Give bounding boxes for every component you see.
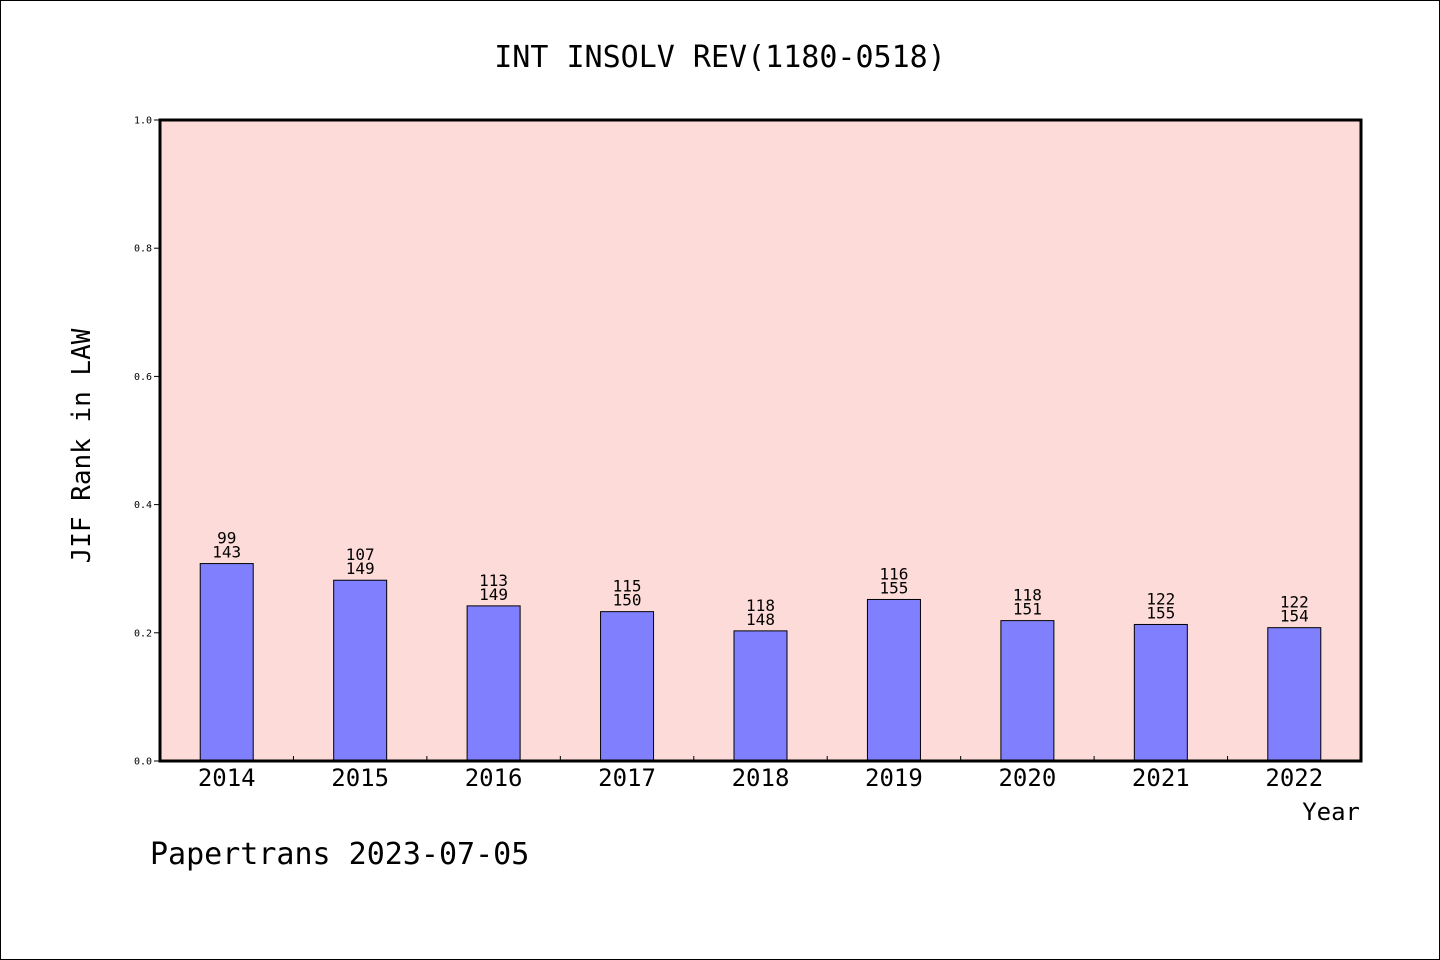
bar-label-rank: 116: [879, 564, 908, 583]
bar-label-total: 154: [1280, 607, 1309, 626]
bar-label-rank: 99: [217, 529, 236, 548]
plot-border: [158, 118, 1363, 763]
bar-label-rank: 118: [746, 596, 775, 615]
bar-label-rank: 115: [613, 577, 642, 596]
x-tick-label: 2022: [1265, 764, 1323, 792]
y-tick-label: 1.0: [134, 116, 152, 127]
x-tick-label: 2016: [465, 764, 523, 792]
bar: [199, 563, 254, 762]
bar-label-rank: 107: [346, 545, 375, 564]
footer-credit: Papertrans 2023-07-05: [150, 837, 529, 872]
x-tick-label: 2017: [598, 764, 656, 792]
bar-label-total: 155: [1146, 603, 1175, 622]
y-axis-label: JIF Rank in LAW: [67, 328, 97, 563]
x-tick-label: 2021: [1132, 764, 1190, 792]
bar-label-rank: 118: [1013, 586, 1042, 605]
bar-label-total: 150: [613, 591, 642, 610]
y-tick-label: 0.0: [134, 757, 152, 768]
bar-label-total: 143: [212, 543, 241, 562]
bar: [333, 579, 388, 762]
y-tick-label: 0.6: [134, 372, 152, 383]
bar: [600, 611, 655, 762]
x-tick-label: 2019: [865, 764, 923, 792]
bar-label-total: 148: [746, 610, 775, 629]
x-tick-label: 2020: [998, 764, 1056, 792]
bar: [866, 598, 921, 762]
y-tick-label: 0.8: [134, 244, 152, 255]
y-tick-label: 0.4: [134, 500, 152, 511]
bar-label-rank: 122: [1146, 589, 1175, 608]
x-tick-label: 2018: [732, 764, 790, 792]
bar: [1133, 623, 1188, 762]
x-tick-label: 2015: [331, 764, 389, 792]
bar-label-total: 149: [479, 585, 508, 604]
bar: [733, 630, 788, 762]
x-axis-label: Year: [1302, 798, 1360, 826]
chart-title: INT INSOLV REV(1180-0518): [494, 40, 946, 75]
bar: [1267, 627, 1322, 762]
bar-label-total: 155: [879, 578, 908, 597]
y-axis: 0.0 0.2 0.4 0.6 0.8 1.0: [134, 116, 160, 768]
bar-label-rank: 122: [1280, 593, 1309, 612]
bar-label-total: 149: [346, 559, 375, 578]
bar-label-total: 151: [1013, 600, 1042, 619]
y-tick-label: 0.2: [134, 628, 152, 639]
bar: [466, 605, 521, 762]
bar-label-rank: 113: [479, 571, 508, 590]
x-tick-label: 2014: [198, 764, 256, 792]
bar: [1000, 620, 1055, 762]
x-axis: 2014 2015 2016 2017 2018 2019 2020 2021 2022: [198, 756, 1323, 792]
